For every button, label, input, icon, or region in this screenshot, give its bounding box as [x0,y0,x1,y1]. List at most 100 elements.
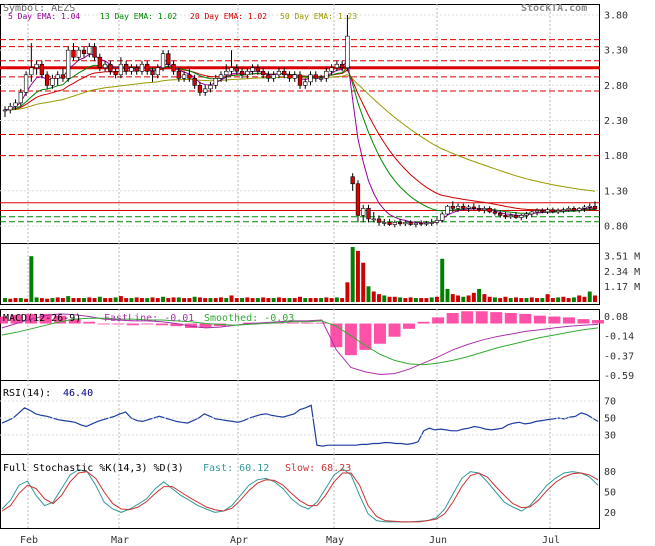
macd-histogram-bar [141,323,154,325]
volume-bar [508,298,513,302]
month-tick-label: Mar [111,535,129,546]
ema-legend: 5 Day EMA: 1.04 13 Day EMA: 1.02 20 Day … [8,12,357,21]
volume-bar [340,298,345,302]
price-tick-label: 3.30 [604,46,628,57]
candle-body [297,74,303,86]
volume-bar [361,262,366,302]
rsi-tick-label: 70 [604,397,616,408]
candle-body [150,70,155,76]
macd-histogram-bar [592,320,604,324]
candle-body [329,67,334,72]
volume-bar [540,298,545,302]
volume-bar [403,298,408,302]
volume-bar [76,298,81,302]
candle-body [271,74,276,79]
stochastic-slow-label: Slow: 68.23 [285,463,351,474]
candle-body [87,46,92,54]
volume-bar [445,288,450,302]
candle-body [171,63,176,72]
volume-bar [287,298,292,302]
volume-bar [103,298,108,302]
volume-tick-label: 2.34 M [604,267,640,278]
macd-histogram-bar [504,313,517,324]
volume-bar [203,298,208,302]
volume-bar [171,297,176,302]
macd-smoothed-label: Smoothed: -0.03 [204,313,294,324]
volume-bar [187,298,192,302]
rsi-series-line [1,404,599,447]
candle-body [403,222,408,225]
volume-bar [519,298,524,302]
volume-bar [50,298,55,302]
candle-body [44,74,50,86]
candle-body [566,208,571,211]
candle-body [482,208,487,211]
y-tick-labels: 3.80 3.30 2.80 2.30 1.80 1.30 0.80 3.51 M 2.34 M… [604,11,640,519]
candle-body [324,70,329,79]
volume-bar [292,298,297,302]
candle-body [455,205,461,209]
volume-bar [303,298,308,302]
candle-body [197,85,203,93]
candle-body [181,74,187,79]
candle-body [266,74,271,79]
month-tick-label: Jun [429,535,447,546]
macd-histogram-bar [54,315,67,324]
stochastic-title: Full Stochastic %K(14,3) %D(3) [3,463,184,474]
price-tick-label: 3.80 [604,11,628,22]
candle-body [561,209,566,212]
candle-body [371,218,376,221]
candle-body [166,53,171,65]
macd-histogram-bar [461,311,474,324]
candle-body [134,67,139,72]
candle-body [39,63,45,76]
volume-bar [524,298,529,302]
macd-histogram-bar [577,319,590,324]
volume-bar [482,294,487,302]
candle-body [397,222,403,225]
candle-body [461,205,466,209]
price-panel-frame [0,4,600,244]
x-tick-labels: Feb Mar Apr May Jun Jul [20,535,560,546]
volume-bar [477,288,482,302]
volume-bar [556,297,561,302]
volume-bar [34,297,39,302]
candle-body [487,208,492,213]
macd-histogram-bar [446,313,459,324]
candle-body [145,63,150,72]
candle-body [508,215,513,218]
candle-body [229,67,234,72]
ema20-legend: 20 Day EMA: 1.02 [190,12,267,21]
candle-body [476,208,482,211]
volume-bar [234,298,239,302]
macd-histogram-bar [112,323,125,325]
candle-body [50,78,55,86]
candle-body [424,222,429,225]
candle-body [392,222,397,225]
volume-bar [514,297,518,302]
macd-series-line [1,317,599,366]
candle-body [97,56,102,69]
volume-bar [39,298,44,302]
stochastic-fast-label: Fast: 60.12 [203,463,269,474]
candle-body [577,208,582,211]
month-tick-label: Apr [230,535,248,546]
candle-body [34,63,39,69]
candle-body [23,74,29,93]
volume-bar [582,296,587,302]
price-tick-label: 2.80 [604,81,628,92]
candle-body [81,49,87,54]
candle-body [118,63,124,76]
stochastic-panel-frame [0,454,600,529]
macd-histogram-bar [286,322,299,324]
price-tick-label: 2.30 [604,116,628,127]
candle-body [308,74,313,83]
volume-bar [424,298,429,302]
volume-bar [155,298,160,302]
volume-bar [87,297,92,302]
candle-body [129,67,134,72]
volume-bar [192,296,197,302]
volume-bar [219,297,223,302]
stochastic-series-line [1,471,599,523]
stochastic-series-line [1,468,599,523]
